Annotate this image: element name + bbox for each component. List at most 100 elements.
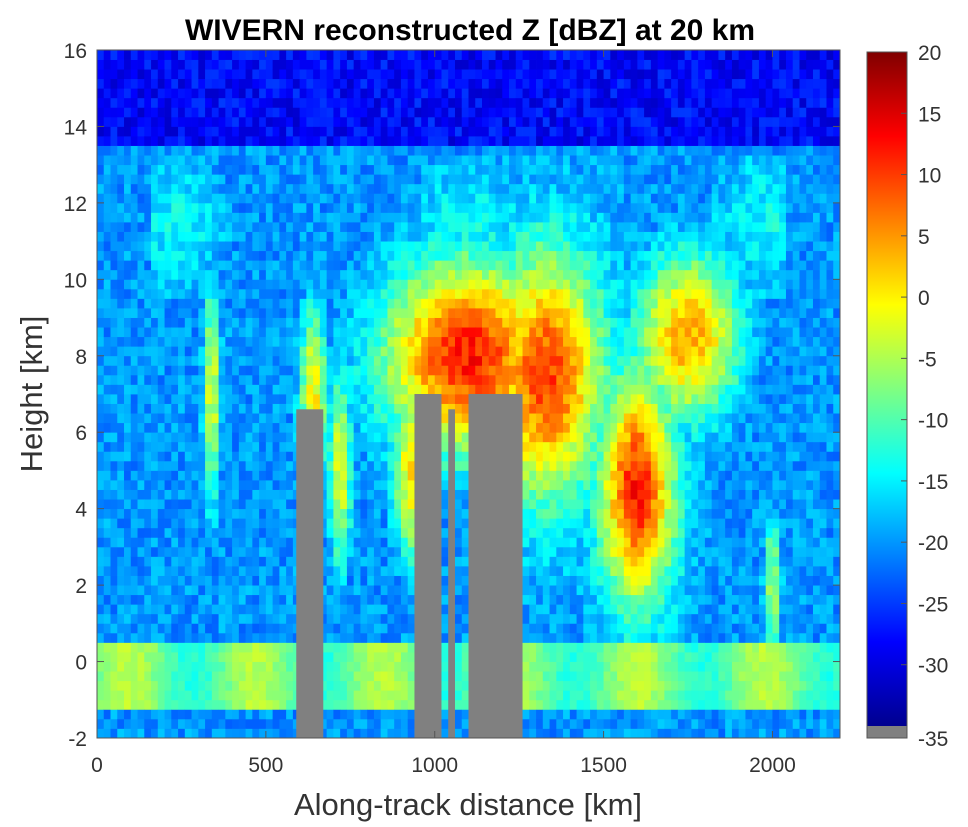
heatmap-cell <box>110 556 118 567</box>
heatmap-cell <box>238 155 246 166</box>
heatmap-cell <box>542 527 550 538</box>
heatmap-cell <box>421 155 429 166</box>
heatmap-cell <box>103 317 111 328</box>
heatmap-cell <box>130 556 138 567</box>
heatmap-cell <box>454 518 463 529</box>
heatmap-cell <box>124 566 132 576</box>
heatmap-cell <box>529 690 537 701</box>
heatmap-cell <box>387 585 395 596</box>
heatmap-cell <box>124 136 132 146</box>
heatmap-cell <box>373 470 382 481</box>
heatmap-cell <box>563 613 571 624</box>
heatmap-cell <box>205 97 213 108</box>
heatmap-cell <box>117 336 125 347</box>
heatmap-cell <box>394 222 402 232</box>
heatmap-cell <box>407 260 415 271</box>
heatmap-cell <box>225 174 233 185</box>
heatmap-cell <box>265 709 274 720</box>
heatmap-cell <box>292 327 301 338</box>
heatmap-cell <box>97 699 105 710</box>
heatmap-cell <box>509 107 517 118</box>
heatmap-cell <box>245 480 253 490</box>
heatmap-cell <box>434 298 442 309</box>
heatmap-cell <box>373 403 382 414</box>
heatmap-cell <box>515 183 523 194</box>
heatmap-cell <box>259 709 267 720</box>
heatmap-cell <box>272 260 280 271</box>
heatmap-cell <box>542 718 550 729</box>
heatmap-cell <box>556 680 564 691</box>
heatmap-cell <box>286 546 294 557</box>
heatmap-cell <box>373 336 382 347</box>
heatmap-cell <box>367 250 375 261</box>
heatmap-cell <box>171 50 179 60</box>
heatmap-cell <box>536 632 544 643</box>
heatmap-cell <box>373 212 382 223</box>
heatmap-cell <box>218 718 226 729</box>
heatmap-cell <box>259 537 267 548</box>
heatmap-cell <box>400 269 409 280</box>
heatmap-cell <box>171 327 179 338</box>
heatmap-cell <box>130 241 138 252</box>
heatmap-cell <box>117 403 125 414</box>
heatmap-cell <box>171 690 179 701</box>
heatmap-cell <box>441 718 449 729</box>
heatmap-cell <box>245 585 253 596</box>
heatmap-cell <box>461 288 469 299</box>
heatmap-cell <box>124 116 132 127</box>
heatmap-cell <box>468 288 476 299</box>
heatmap-cell <box>387 652 395 662</box>
heatmap-cell <box>279 69 287 80</box>
heatmap-cell <box>326 546 334 557</box>
heatmap-cell <box>441 365 449 376</box>
heatmap-cell <box>211 537 219 548</box>
heatmap-cell <box>407 384 415 395</box>
heatmap-cell <box>326 298 334 309</box>
heatmap-cell <box>265 432 274 443</box>
heatmap-cell <box>333 470 341 481</box>
heatmap-cell <box>157 365 165 376</box>
heatmap-cell <box>103 136 111 146</box>
heatmap-cell <box>536 260 544 271</box>
heatmap-cell <box>563 728 571 739</box>
heatmap-cell <box>245 432 253 443</box>
heatmap-cell <box>205 394 213 404</box>
heatmap-cell <box>360 394 368 404</box>
heatmap-cell <box>144 556 152 567</box>
heatmap-cell <box>326 460 334 471</box>
heatmap-cell <box>265 480 274 490</box>
heatmap-cell <box>232 346 240 357</box>
heatmap-cell <box>137 193 145 204</box>
heatmap-cell <box>198 699 206 710</box>
heatmap-cell <box>238 193 246 204</box>
heatmap-cell <box>218 241 226 252</box>
heatmap-cell <box>164 241 172 252</box>
heatmap-cell <box>563 546 571 557</box>
heatmap-cell <box>468 155 476 166</box>
heatmap-cell <box>124 365 132 376</box>
heatmap-cell <box>353 155 361 166</box>
heatmap-cell <box>198 288 206 299</box>
heatmap-cell <box>495 327 503 338</box>
heatmap-cell <box>245 212 253 223</box>
heatmap-cell <box>286 642 294 653</box>
heatmap-cell <box>380 174 388 185</box>
heatmap-cell <box>191 585 199 596</box>
heatmap-cell <box>427 308 436 318</box>
heatmap-cell <box>272 288 280 299</box>
heatmap-cell <box>191 279 199 290</box>
heatmap-cell <box>482 384 490 395</box>
heatmap-cell <box>218 394 226 404</box>
heatmap-cell <box>191 298 199 309</box>
heatmap-cell <box>461 460 469 471</box>
heatmap-cell <box>292 260 301 271</box>
heatmap-cell <box>509 269 517 280</box>
heatmap-cell <box>522 623 530 634</box>
heatmap-cell <box>488 288 496 299</box>
heatmap-cell <box>171 222 179 232</box>
heatmap-cell <box>232 690 240 701</box>
heatmap-cell <box>265 97 274 108</box>
heatmap-cell <box>313 222 321 232</box>
heatmap-cell <box>157 231 165 242</box>
heatmap-cell <box>326 202 334 213</box>
